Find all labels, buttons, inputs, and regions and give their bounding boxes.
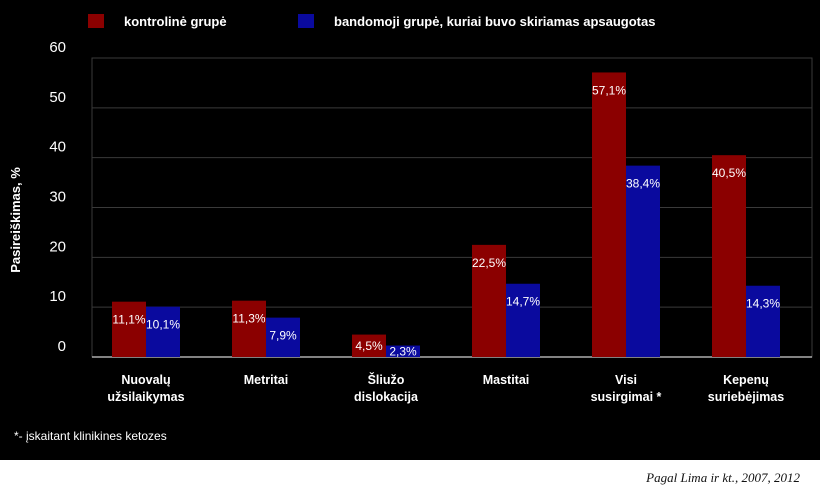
x-tick-label: Šliužo	[368, 372, 405, 387]
x-tick-label: Nuovalų	[121, 373, 170, 387]
legend-swatch-bandomoji	[298, 14, 314, 28]
footnote: *- įskaitant klinikines ketozes	[14, 429, 167, 443]
bar-bandomoji	[626, 165, 660, 357]
chart-panel: 0 10 20 30 40 50 60 11,1% 10,1% Nuovalų užsilaikym…	[0, 0, 820, 460]
x-tick-label: Mastitai	[483, 373, 530, 387]
bar-bandomoji	[386, 345, 420, 357]
bar-kontroline	[712, 155, 746, 357]
bar-kontroline	[352, 334, 386, 357]
x-tick-label: susirgimai *	[591, 390, 662, 404]
x-tick-label: Metritai	[244, 373, 288, 387]
data-label: 38,4%	[626, 177, 660, 191]
bar-kontroline	[472, 244, 506, 357]
bar-kontroline	[112, 301, 146, 357]
y-tick-label: 60	[49, 39, 66, 56]
data-label: 2,3%	[389, 344, 417, 358]
x-tick-label: Visi	[615, 373, 637, 387]
data-label: 14,7%	[506, 295, 540, 309]
data-label: 11,3%	[232, 312, 265, 326]
bar-kontroline	[592, 72, 626, 358]
x-tick-label: suriebėjimas	[708, 390, 784, 404]
data-label: 4,5%	[355, 339, 383, 353]
bar-bandomoji	[146, 306, 180, 357]
legend-swatch-kontroline	[88, 14, 104, 28]
bar-bandomoji	[506, 283, 540, 357]
y-tick-label: 20	[49, 238, 66, 255]
data-label: 40,5%	[712, 166, 746, 180]
data-label: 22,5%	[472, 256, 506, 270]
data-label: 10,1%	[146, 318, 180, 332]
y-tick-label: 40	[49, 139, 66, 156]
bar-chart: 0 10 20 30 40 50 60 11,1% 10,1% Nuovalų užsilaikym…	[8, 14, 813, 443]
y-tick-label: 0	[58, 338, 66, 355]
bar-kontroline	[232, 300, 266, 357]
y-axis-title: Pasireiškimas, %	[8, 167, 23, 273]
legend-label-bandomoji: bandomoji grupė, kuriai buvo skiriamas a…	[334, 14, 655, 29]
legend-label-kontroline: kontrolinė grupė	[124, 14, 227, 29]
data-label: 7,9%	[269, 329, 297, 343]
x-tick-label: užsilaikymas	[107, 390, 184, 404]
y-tick-label: 30	[49, 189, 66, 206]
data-label: 14,3%	[746, 297, 780, 311]
bar-bandomoji	[266, 317, 300, 357]
y-tick-label: 50	[49, 89, 66, 106]
data-label: 57,1%	[592, 83, 626, 97]
y-tick-label: 10	[49, 288, 66, 305]
data-label: 11,1%	[112, 313, 145, 327]
bar-bandomoji	[746, 285, 780, 357]
source-note: Pagal Lima ir kt., 2007, 2012	[646, 470, 800, 485]
x-tick-label: Kepenų	[723, 373, 769, 387]
x-tick-label: dislokacija	[354, 390, 419, 404]
